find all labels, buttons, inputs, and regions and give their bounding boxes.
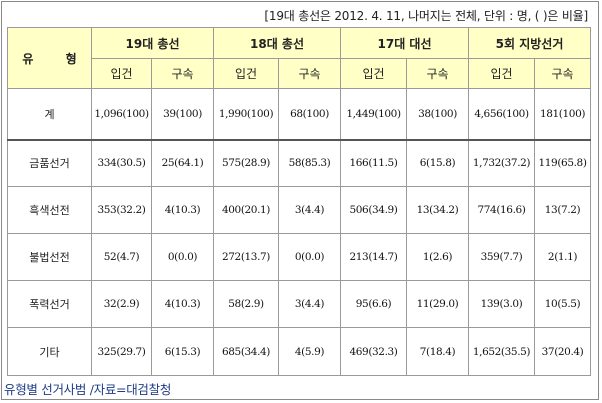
table-cell: 0(0.0)	[151, 233, 214, 281]
table-note: [19대 총선은 2012. 4. 11, 나머지는 전체, 단위 : 명, (…	[264, 9, 588, 23]
table-cell: 325(29.7)	[91, 327, 152, 376]
sub-header-booked: 입건	[468, 58, 535, 89]
table-cell: 32(2.9)	[91, 280, 152, 328]
type-header: 유 형	[7, 27, 92, 89]
table-row: 금품선거 334(30.5) 25(64.1) 575(28.9) 58(85.…	[7, 139, 592, 187]
table-row: 폭력선거 32(2.9) 4(10.3) 58(2.9) 3(4.4) 95(6…	[7, 280, 592, 328]
row-label: 흑색선전	[7, 186, 92, 234]
table-cell: 774(16.6)	[468, 186, 535, 234]
table-cell: 37(20.4)	[533, 327, 592, 376]
table-cell: 1,449(100)	[340, 88, 407, 141]
table-cell: 0(0.0)	[278, 233, 341, 281]
table-cell: 119(65.8)	[533, 139, 592, 187]
table-cell: 139(3.0)	[468, 280, 535, 328]
table-cell: 25(64.1)	[151, 139, 214, 187]
table-cell: 58(85.3)	[278, 139, 341, 187]
sub-header-booked: 입건	[213, 58, 279, 89]
table-cell: 4(10.3)	[151, 280, 214, 328]
table-cell: 58(2.9)	[213, 280, 279, 328]
row-label: 계	[7, 88, 92, 141]
table-cell: 13(34.2)	[406, 186, 469, 234]
table-cell: 334(30.5)	[91, 139, 152, 187]
sub-header-arrested: 구속	[151, 58, 214, 89]
sub-header-arrested: 구속	[533, 58, 592, 89]
table-cell: 95(6.6)	[340, 280, 407, 328]
table-cell: 575(28.9)	[213, 139, 279, 187]
table-row: 기타 325(29.7) 6(15.3) 685(34.4) 4(5.9) 46…	[7, 327, 592, 376]
row-label: 금품선거	[7, 139, 92, 187]
row-label: 기타	[7, 327, 92, 376]
table-cell: 4,656(100)	[468, 88, 535, 141]
table-cell: 39(100)	[151, 88, 214, 141]
figure-caption: 유형별 선거사범 /자료=대검찰청	[4, 382, 172, 397]
sub-header-arrested: 구속	[406, 58, 469, 89]
table-cell: 68(100)	[278, 88, 341, 141]
table-cell: 3(4.4)	[278, 280, 341, 328]
table-cell: 52(4.7)	[91, 233, 152, 281]
table-cell: 400(20.1)	[213, 186, 279, 234]
table-cell: 1,652(35.5)	[468, 327, 535, 376]
table-cell: 3(4.4)	[278, 186, 341, 234]
header-row-measures: 입건 구속 입건 구속 입건 구속 입건 구속	[8, 58, 592, 89]
table-row: 불법선전 52(4.7) 0(0.0) 272(13.7) 0(0.0) 213…	[7, 233, 592, 281]
table-cell: 181(100)	[533, 88, 592, 141]
row-label: 불법선전	[7, 233, 92, 281]
sub-header-booked: 입건	[340, 58, 407, 89]
table-cell: 38(100)	[406, 88, 469, 141]
table-cell: 7(18.4)	[406, 327, 469, 376]
table-cell: 13(7.2)	[533, 186, 592, 234]
sub-header-booked: 입건	[91, 58, 152, 89]
table-cell: 1,096(100)	[91, 88, 152, 141]
election-offense-table: 유 형 19대 총선 18대 총선 17대 대선 5회 지방선거 입건 구속 입…	[7, 27, 592, 376]
table-cell: 685(34.4)	[213, 327, 279, 376]
table-cell: 353(32.2)	[91, 186, 152, 234]
table-cell: 359(7.7)	[468, 233, 535, 281]
election-header-19th-general: 19대 총선	[91, 27, 214, 59]
table-cell: 10(5.5)	[533, 280, 592, 328]
table-cell: 506(34.9)	[340, 186, 407, 234]
table-row: 흑색선전 353(32.2) 4(10.3) 400(20.1) 3(4.4) …	[7, 186, 592, 234]
table-cell: 6(15.3)	[151, 327, 214, 376]
header-row-elections: 유 형 19대 총선 18대 총선 17대 대선 5회 지방선거	[7, 27, 592, 89]
table-row-total: 계 1,096(100) 39(100) 1,990(100) 68(100) …	[7, 88, 592, 141]
election-header-5th-local: 5회 지방선거	[467, 27, 592, 59]
election-header-18th-general: 18대 총선	[213, 27, 341, 59]
sub-header-arrested: 구속	[278, 58, 341, 89]
table-cell: 4(5.9)	[278, 327, 341, 376]
table-cell: 11(29.0)	[406, 280, 469, 328]
table-cell: 1,990(100)	[213, 88, 279, 141]
table-cell: 272(13.7)	[213, 233, 279, 281]
row-label: 폭력선거	[7, 280, 92, 328]
table-cell: 1(2.6)	[406, 233, 469, 281]
table-cell: 4(10.3)	[151, 186, 214, 234]
table-cell: 1,732(37.2)	[468, 139, 535, 187]
table-cell: 2(1.1)	[533, 233, 592, 281]
election-header-17th-presidential: 17대 대선	[340, 27, 469, 59]
table-cell: 166(11.5)	[340, 139, 407, 187]
table-cell: 213(14.7)	[340, 233, 407, 281]
table-cell: 6(15.8)	[406, 139, 469, 187]
table-cell: 469(32.3)	[340, 327, 407, 376]
